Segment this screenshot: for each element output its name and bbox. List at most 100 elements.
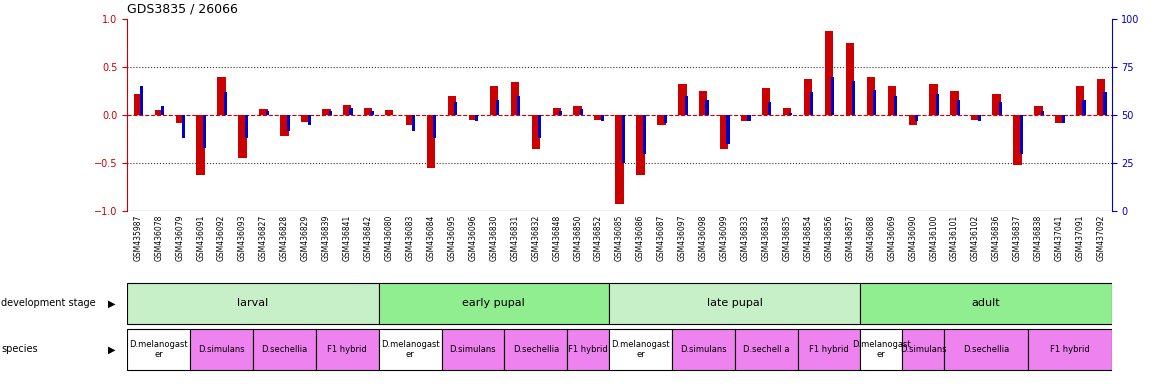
Text: GSM436856: GSM436856 bbox=[824, 215, 834, 261]
FancyBboxPatch shape bbox=[254, 329, 316, 370]
Bar bbox=[622, 115, 625, 163]
Text: late pupal: late pupal bbox=[706, 298, 763, 308]
Bar bbox=[218, 77, 226, 115]
Bar bbox=[280, 115, 288, 136]
FancyBboxPatch shape bbox=[944, 329, 1028, 370]
Bar bbox=[406, 115, 415, 125]
Bar bbox=[699, 91, 708, 115]
FancyBboxPatch shape bbox=[379, 283, 609, 324]
Bar bbox=[329, 111, 331, 115]
Bar bbox=[1041, 111, 1043, 115]
Bar bbox=[887, 86, 896, 115]
Bar bbox=[972, 115, 980, 120]
Bar bbox=[594, 115, 603, 120]
Bar bbox=[133, 94, 142, 115]
Text: GSM437092: GSM437092 bbox=[1097, 215, 1106, 261]
Text: GSM436098: GSM436098 bbox=[698, 215, 708, 261]
Text: D.simulans: D.simulans bbox=[449, 345, 497, 354]
Bar bbox=[427, 115, 435, 168]
FancyBboxPatch shape bbox=[316, 329, 379, 370]
Bar bbox=[664, 115, 667, 123]
Bar bbox=[909, 115, 917, 125]
FancyBboxPatch shape bbox=[190, 329, 254, 370]
FancyBboxPatch shape bbox=[798, 329, 860, 370]
Text: F1 hybrid: F1 hybrid bbox=[569, 345, 608, 354]
Text: GSM436101: GSM436101 bbox=[950, 215, 959, 261]
Text: GSM436838: GSM436838 bbox=[1034, 215, 1043, 261]
Bar bbox=[176, 115, 184, 123]
Bar bbox=[957, 100, 960, 115]
Bar bbox=[350, 108, 353, 115]
FancyBboxPatch shape bbox=[860, 329, 902, 370]
Bar bbox=[684, 96, 688, 115]
Bar bbox=[873, 90, 877, 115]
Bar bbox=[720, 115, 728, 149]
Bar bbox=[601, 115, 604, 121]
Bar bbox=[454, 102, 457, 115]
Text: GSM436091: GSM436091 bbox=[196, 215, 205, 261]
Bar bbox=[573, 106, 581, 115]
Text: GSM435987: GSM435987 bbox=[133, 215, 142, 261]
Bar bbox=[824, 31, 833, 115]
Bar bbox=[469, 115, 477, 120]
Bar bbox=[804, 79, 812, 115]
FancyBboxPatch shape bbox=[127, 329, 190, 370]
Bar bbox=[384, 111, 394, 115]
Text: GSM436841: GSM436841 bbox=[343, 215, 352, 261]
Bar bbox=[182, 115, 185, 138]
FancyBboxPatch shape bbox=[609, 283, 860, 324]
FancyBboxPatch shape bbox=[1028, 329, 1112, 370]
Text: GSM436828: GSM436828 bbox=[280, 215, 290, 261]
Bar bbox=[768, 102, 771, 115]
Text: D.sechellia: D.sechellia bbox=[513, 345, 559, 354]
Text: GDS3835 / 26066: GDS3835 / 26066 bbox=[127, 2, 239, 15]
Text: D.melanogast
er: D.melanogast er bbox=[611, 340, 669, 359]
Text: GSM436102: GSM436102 bbox=[972, 215, 980, 261]
Bar bbox=[343, 105, 352, 115]
Bar bbox=[203, 115, 206, 148]
Bar bbox=[915, 115, 918, 121]
Text: F1 hybrid: F1 hybrid bbox=[328, 345, 367, 354]
Bar bbox=[155, 111, 163, 115]
Text: D.simulans: D.simulans bbox=[900, 345, 946, 354]
Bar bbox=[1020, 115, 1023, 154]
Text: GSM436832: GSM436832 bbox=[532, 215, 541, 261]
Text: GSM436079: GSM436079 bbox=[175, 215, 184, 261]
Text: GSM436069: GSM436069 bbox=[887, 215, 896, 261]
Bar bbox=[287, 115, 290, 131]
Bar bbox=[1097, 79, 1106, 115]
Text: GSM436092: GSM436092 bbox=[217, 215, 226, 261]
FancyBboxPatch shape bbox=[127, 283, 379, 324]
Text: D.sechellia: D.sechellia bbox=[262, 345, 308, 354]
Bar bbox=[532, 115, 540, 149]
Text: GSM436100: GSM436100 bbox=[929, 215, 938, 261]
Text: GSM436093: GSM436093 bbox=[239, 215, 247, 261]
Bar bbox=[783, 109, 791, 115]
Text: GSM436850: GSM436850 bbox=[573, 215, 582, 261]
Text: GSM436086: GSM436086 bbox=[636, 215, 645, 261]
Bar bbox=[741, 115, 749, 121]
Text: GSM436088: GSM436088 bbox=[866, 215, 875, 261]
Text: D.sechell a: D.sechell a bbox=[743, 345, 790, 354]
Bar bbox=[636, 115, 645, 175]
Text: GSM436829: GSM436829 bbox=[301, 215, 310, 261]
Bar bbox=[845, 43, 855, 115]
Bar bbox=[1055, 115, 1063, 123]
Bar bbox=[223, 92, 227, 115]
Bar bbox=[1083, 100, 1085, 115]
Bar bbox=[930, 84, 938, 115]
Text: adult: adult bbox=[972, 298, 1001, 308]
Bar bbox=[1034, 106, 1042, 115]
Text: GSM436831: GSM436831 bbox=[511, 215, 519, 261]
Text: GSM436827: GSM436827 bbox=[259, 215, 267, 261]
Bar bbox=[475, 115, 478, 121]
Bar bbox=[1104, 92, 1107, 115]
Bar bbox=[811, 92, 813, 115]
Bar bbox=[239, 115, 247, 159]
Text: GSM436087: GSM436087 bbox=[657, 215, 666, 261]
Bar bbox=[852, 81, 856, 115]
Text: GSM436842: GSM436842 bbox=[364, 215, 373, 261]
Text: GSM436848: GSM436848 bbox=[552, 215, 562, 261]
Bar bbox=[301, 115, 309, 122]
Bar bbox=[552, 108, 560, 115]
